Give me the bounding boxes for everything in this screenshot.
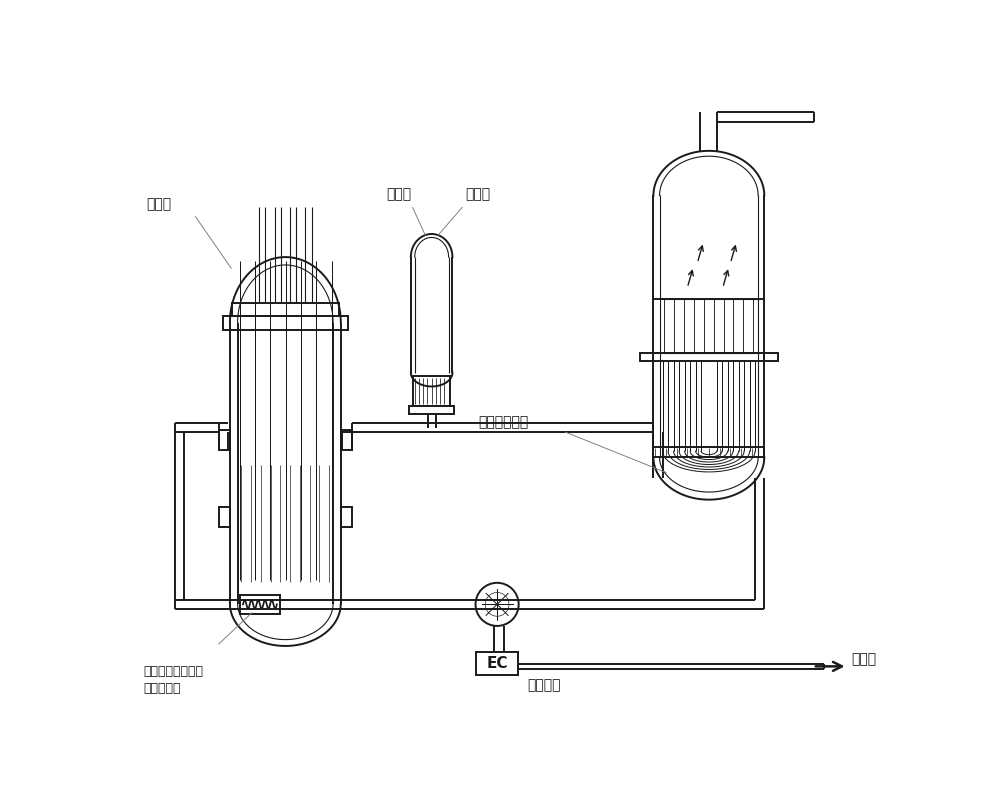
Bar [219,430,230,450]
Bar [341,507,352,526]
Bar [640,353,778,361]
Text: 蒸发器传热管: 蒸发器传热管 [478,415,528,429]
Text: EC: EC [486,656,508,671]
Text: 反应堆: 反应堆 [147,197,172,211]
Text: 释放阀: 释放阀 [387,188,412,202]
Bar [223,316,348,330]
Bar [341,430,352,450]
Bar [409,406,454,414]
Bar [413,376,450,406]
Text: 安全阀: 安全阀 [465,188,490,202]
Bar [476,652,518,675]
Bar [232,303,339,316]
Bar [219,507,230,526]
Text: 排水阀: 排水阀 [851,652,876,666]
Bar [653,447,764,457]
Circle shape [476,583,519,626]
Text: 设冷系统: 设冷系统 [528,678,561,692]
Bar [240,595,280,614]
Text: 与主管道相连的某
他辅助系统: 与主管道相连的某 他辅助系统 [143,665,203,695]
